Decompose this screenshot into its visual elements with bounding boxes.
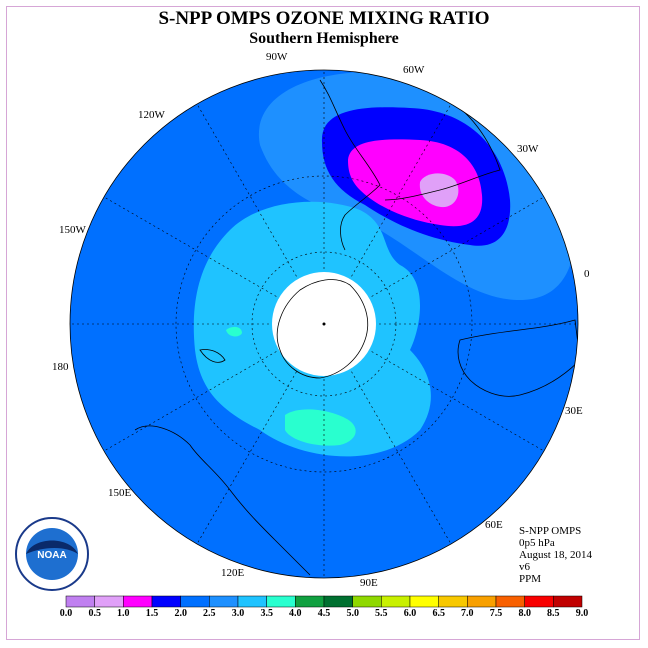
colorbar-swatch bbox=[180, 595, 210, 608]
meridian-line bbox=[196, 103, 325, 325]
info-level: 0p5 hPa bbox=[519, 537, 555, 549]
lon-label-0: 0 bbox=[584, 268, 590, 280]
lon-label-150w: 150W bbox=[59, 224, 86, 236]
colorbar-swatches bbox=[65, 595, 583, 608]
colorbar-tick-label: 0.0 bbox=[59, 608, 73, 619]
colorbar-swatch bbox=[352, 595, 382, 608]
colorbar-tick-label: 4.0 bbox=[289, 608, 302, 619]
lon-label-180: 180 bbox=[52, 361, 69, 373]
colorbar-tick-label: 0.5 bbox=[88, 608, 101, 619]
colorbar-swatch bbox=[65, 595, 95, 608]
info-instrument: S-NPP OMPS bbox=[519, 525, 582, 537]
colorbar-swatch bbox=[381, 595, 411, 608]
meridian-lines bbox=[70, 70, 578, 578]
lon-label-60w: 60W bbox=[403, 64, 425, 76]
meridian-line bbox=[323, 103, 452, 325]
lon-label-150e: 150E bbox=[108, 487, 132, 499]
info-units: PPM bbox=[519, 573, 542, 585]
colorbar-swatch bbox=[467, 595, 497, 608]
lon-label-120e: 120E bbox=[221, 567, 245, 579]
south-america-east-coast bbox=[384, 94, 501, 201]
meridian-line bbox=[103, 323, 325, 452]
figure-frame bbox=[6, 6, 640, 640]
colorbar-tick-label: 3.5 bbox=[260, 608, 273, 619]
logo-text: NOAA bbox=[37, 550, 66, 561]
colorbar-swatch bbox=[524, 595, 554, 608]
south-america-coast bbox=[319, 79, 381, 251]
colorbar-tick-label: 6.0 bbox=[403, 608, 417, 619]
colorbar-swatch bbox=[209, 595, 239, 608]
info-block: S-NPP OMPS 0p5 hPa August 18, 2014 v6 PP… bbox=[519, 525, 592, 585]
colorbar-swatch bbox=[94, 595, 124, 608]
antarctica-coast bbox=[276, 279, 369, 379]
colorbar-swatch bbox=[409, 595, 439, 608]
colorbar-tick-label: 8.0 bbox=[518, 608, 531, 619]
colorbar-tick-label: 7.0 bbox=[461, 608, 474, 619]
logo-bird-icon bbox=[26, 540, 78, 554]
lon-label-90w: 90W bbox=[266, 51, 288, 63]
info-version: v6 bbox=[519, 561, 530, 573]
logo-disc bbox=[26, 528, 78, 580]
colorbar-swatch bbox=[266, 595, 296, 608]
colorbar-tick-label: 3.0 bbox=[231, 608, 245, 619]
colorbar-swatch bbox=[295, 595, 325, 608]
colorbar-swatch bbox=[323, 595, 353, 608]
lon-label-30e: 30E bbox=[565, 405, 583, 417]
meridian-line bbox=[323, 323, 545, 452]
colorbar-tick-label: 1.0 bbox=[117, 608, 130, 619]
colorbar-tick-label: 5.5 bbox=[375, 608, 388, 619]
colorbar-swatch bbox=[151, 595, 181, 608]
ross-sea-pocket bbox=[285, 409, 356, 446]
meridian-line bbox=[323, 196, 545, 325]
colorbar-swatch bbox=[237, 595, 267, 608]
colorbar-swatch bbox=[123, 595, 153, 608]
australia-coast bbox=[134, 425, 311, 576]
colorbar-swatch bbox=[495, 595, 525, 608]
colorbar-tick-label: 8.5 bbox=[547, 608, 560, 619]
info-date: August 18, 2014 bbox=[519, 549, 593, 561]
colorbar-tick-label: 2.5 bbox=[203, 608, 216, 619]
chart-subtitle: Southern Hemisphere bbox=[249, 30, 399, 47]
lon-label-60e: 60E bbox=[485, 519, 503, 531]
colorbar-tick-label: 2.0 bbox=[174, 608, 187, 619]
colorbar-tick-label: 6.5 bbox=[432, 608, 445, 619]
colorbar-tick-label: 1.5 bbox=[145, 608, 159, 619]
meridian-line bbox=[103, 196, 325, 325]
lon-label-90e: 90E bbox=[360, 577, 378, 589]
lon-label-30w: 30W bbox=[517, 143, 539, 155]
lat-circle-30 bbox=[175, 175, 473, 473]
africa-coast bbox=[457, 319, 578, 397]
lon-label-120w: 120W bbox=[138, 109, 165, 121]
meridian-line bbox=[323, 323, 452, 545]
colorbar-tick-label: 9.0 bbox=[575, 608, 589, 619]
colorbar-tick-label: 7.5 bbox=[489, 608, 503, 619]
colorbar-tick-label: 4.5 bbox=[317, 608, 331, 619]
colorbar-tick-label: 5.0 bbox=[346, 608, 359, 619]
map-boundary bbox=[69, 69, 579, 579]
colorbar-swatch bbox=[438, 595, 468, 608]
colorbar-swatch bbox=[553, 595, 583, 608]
meridian-line bbox=[196, 323, 325, 545]
south-pole-marker bbox=[322, 322, 326, 326]
small-pocket bbox=[226, 326, 242, 337]
new-zealand-coast bbox=[199, 349, 226, 363]
noaa-logo: NOAA bbox=[15, 517, 89, 591]
chart-title: S-NPP OMPS OZONE MIXING RATIO bbox=[158, 8, 490, 29]
